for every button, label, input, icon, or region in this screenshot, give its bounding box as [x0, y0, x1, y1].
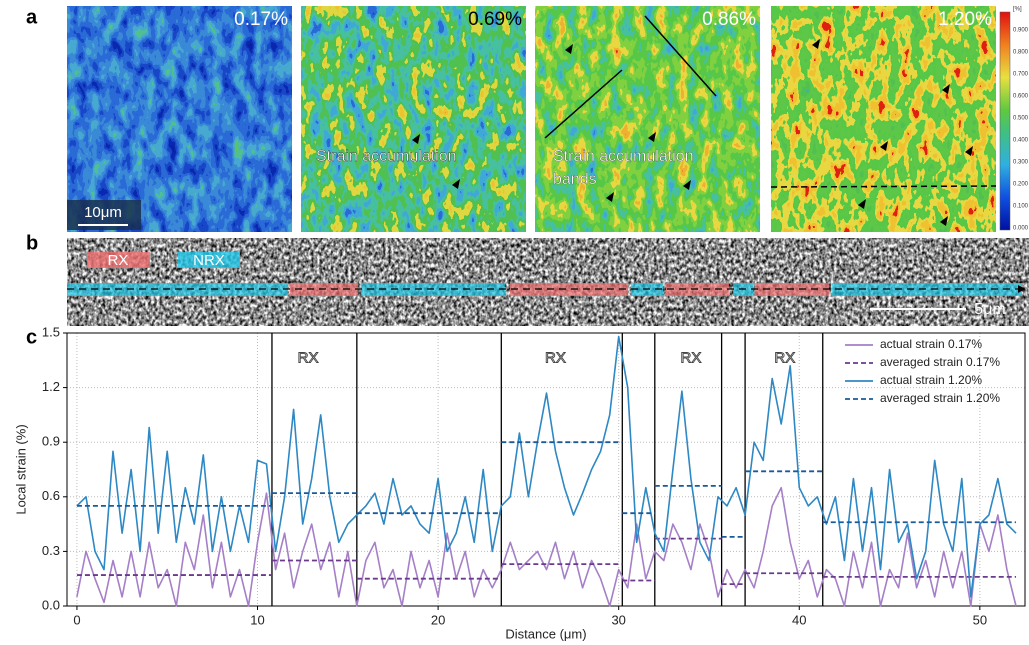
- x-tick-label: 0: [73, 612, 80, 627]
- y-tick-label: 0.3: [42, 543, 60, 558]
- band-line: [544, 69, 623, 139]
- map-label: 1.20%: [938, 9, 992, 30]
- panel-label: b: [26, 232, 38, 254]
- x-axis-title: Distance (μm): [505, 626, 586, 641]
- colorbar-tick-label: 0.400: [1013, 138, 1029, 144]
- x-tick-label: 30: [611, 612, 625, 627]
- legend-swatch: [87, 252, 150, 268]
- strain-map: [771, 6, 996, 232]
- legend-label: NRX: [193, 252, 225, 269]
- x-tick-label: 40: [792, 612, 806, 627]
- colorbar-tick-label: 0.300: [1013, 160, 1029, 166]
- scale-label: 5μm: [974, 301, 1005, 318]
- legend-label: averaged strain 1.20%: [880, 391, 1000, 405]
- map-annotation: Strain accumulation: [316, 148, 457, 165]
- strain-line: [76, 486, 1017, 607]
- line-chart: 0.0 0.3 0.6 0.9 1.2 1.5 0 10 20 30 40 50 Distance (μ…: [13, 324, 1026, 641]
- strain-map: [301, 6, 526, 232]
- colorbar-unit: [%]: [1013, 7, 1022, 13]
- region-label: RX: [680, 349, 701, 366]
- colorbar: [999, 11, 1011, 231]
- y-axis-title: Local strain (%): [13, 424, 28, 514]
- region-label: RX: [774, 349, 795, 366]
- x-tick-label: 10: [250, 612, 264, 627]
- strain-line: [76, 335, 1017, 598]
- profile-line: [770, 185, 997, 188]
- region-label: RX: [298, 349, 319, 366]
- arrows: [412, 39, 973, 226]
- x-tick-label: 50: [973, 612, 987, 627]
- scale-label: 10μm: [84, 204, 122, 221]
- region-bands: [67, 283, 1022, 296]
- map-annotation: Strain accumulation bands: [553, 148, 694, 188]
- map-label: 0.17%: [234, 9, 288, 30]
- colorbar-tick-label: 0.900: [1013, 28, 1029, 34]
- colorbar-tick-label: 0.700: [1013, 72, 1029, 78]
- map-annotation-box: Strain accumulation bands: [553, 148, 694, 188]
- legend-swatch: [178, 252, 240, 268]
- band-line: [644, 15, 717, 97]
- map-label: 0.86%: [702, 9, 756, 30]
- x-tick-label: 20: [431, 612, 445, 627]
- y-tick-label: 1.5: [42, 324, 60, 339]
- colorbar-tick-label: 0.800: [1013, 50, 1029, 56]
- y-tick-label: 0.9: [42, 434, 60, 449]
- strain-maps: 0.17% 0.69% 0.86% 1.20%: [67, 6, 996, 232]
- y-tick-label: 0.0: [42, 597, 60, 612]
- panel-label: c: [26, 326, 37, 348]
- legend-label: RX: [108, 252, 129, 269]
- panel-label: a: [26, 6, 38, 28]
- plot-frame: [66, 332, 1026, 607]
- map-label: 0.69%: [468, 9, 522, 30]
- colorbar-tick-label: 0.000: [1013, 226, 1029, 232]
- legend-label: averaged strain 0.17%: [880, 355, 1000, 369]
- region-label: RX: [545, 349, 566, 366]
- strain-map: [535, 6, 760, 232]
- colorbar-ticks: [%] 0.000 0.100 0.200 0.300 0.400 0.500 0.600 0.…: [1013, 7, 1029, 232]
- strain-map: [67, 6, 292, 232]
- y-tick-label: 1.2: [42, 379, 60, 394]
- colorbar-tick-label: 0.600: [1013, 94, 1029, 100]
- colorbar-tick-label: 0.500: [1013, 116, 1029, 122]
- colorbar-tick-label: 0.100: [1013, 204, 1029, 210]
- y-tick-label: 0.6: [42, 488, 60, 503]
- legend-label: actual strain 1.20%: [880, 373, 982, 387]
- colorbar-tick-label: 0.200: [1013, 182, 1029, 188]
- legend-label: actual strain 0.17%: [880, 337, 982, 351]
